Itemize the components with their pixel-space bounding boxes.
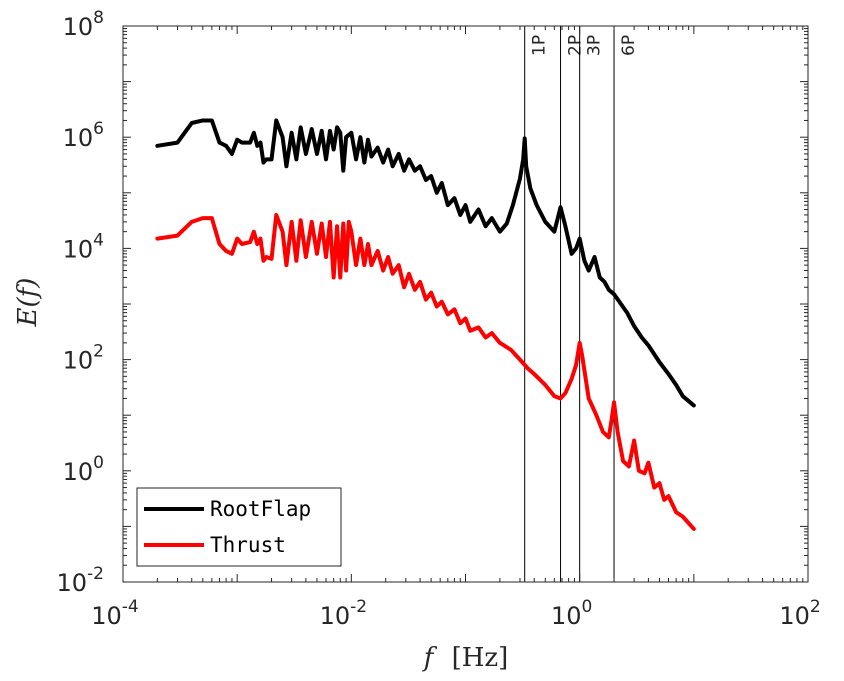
y-tick-exponent: -2 bbox=[87, 564, 104, 584]
x-tick-base: 10 bbox=[779, 602, 810, 630]
x-tick-base: 10 bbox=[320, 602, 351, 630]
y-tick-exponent: 0 bbox=[93, 453, 104, 473]
x-axis-ticks: 10-4 10-2 100 102 bbox=[91, 26, 821, 630]
y-tick-label: 108 bbox=[63, 8, 104, 41]
x-tick-exponent: 0 bbox=[582, 597, 593, 617]
y-tick-label: 10-2 bbox=[57, 564, 105, 597]
harmonic-label-1p: 1P bbox=[530, 35, 550, 56]
x-tick-exponent: -4 bbox=[122, 597, 139, 617]
x-axis-label-var: f bbox=[422, 643, 438, 673]
x-tick-base: 10 bbox=[551, 602, 582, 630]
x-tick-base: 10 bbox=[91, 602, 122, 630]
series-line-rootflap bbox=[155, 118, 696, 408]
y-tick-base: 10 bbox=[57, 569, 88, 597]
x-tick-label: 102 bbox=[779, 597, 820, 630]
y-tick-exponent: 6 bbox=[93, 119, 104, 139]
y-tick-base: 10 bbox=[63, 235, 94, 263]
y-tick-exponent: 2 bbox=[93, 342, 104, 362]
harmonic-label-6p: 6P bbox=[619, 35, 639, 56]
x-tick-exponent: -2 bbox=[350, 597, 367, 617]
legend: RootFlap Thrust bbox=[136, 487, 342, 567]
y-tick-label: 104 bbox=[63, 230, 104, 263]
harmonic-label-3p: 3P bbox=[585, 35, 605, 56]
y-tick-base: 10 bbox=[63, 124, 94, 152]
legend-label-thrust: Thrust bbox=[210, 533, 286, 557]
y-tick-label: 100 bbox=[63, 453, 104, 486]
y-tick-exponent: 4 bbox=[93, 230, 104, 250]
x-axis-label: f [Hz] bbox=[422, 643, 509, 673]
x-axis-label-unit: [Hz] bbox=[452, 643, 509, 673]
y-tick-label: 106 bbox=[63, 119, 104, 152]
harmonic-label-2p: 2P bbox=[566, 35, 586, 56]
x-tick-label: 10-4 bbox=[91, 597, 139, 630]
y-axis-label: E(f) bbox=[13, 278, 43, 328]
legend-box bbox=[136, 487, 342, 567]
y-tick-exponent: 8 bbox=[93, 8, 104, 28]
y-tick-base: 10 bbox=[63, 458, 94, 486]
x-tick-label: 10-2 bbox=[320, 597, 368, 630]
y-tick-base: 10 bbox=[63, 13, 94, 41]
x-tick-label: 100 bbox=[551, 597, 592, 630]
legend-label-rootflap: RootFlap bbox=[210, 497, 311, 521]
y-tick-base: 10 bbox=[63, 347, 94, 375]
series-line-thrust bbox=[155, 212, 696, 531]
x-tick-exponent: 2 bbox=[810, 597, 821, 617]
y-tick-label: 102 bbox=[63, 342, 104, 375]
